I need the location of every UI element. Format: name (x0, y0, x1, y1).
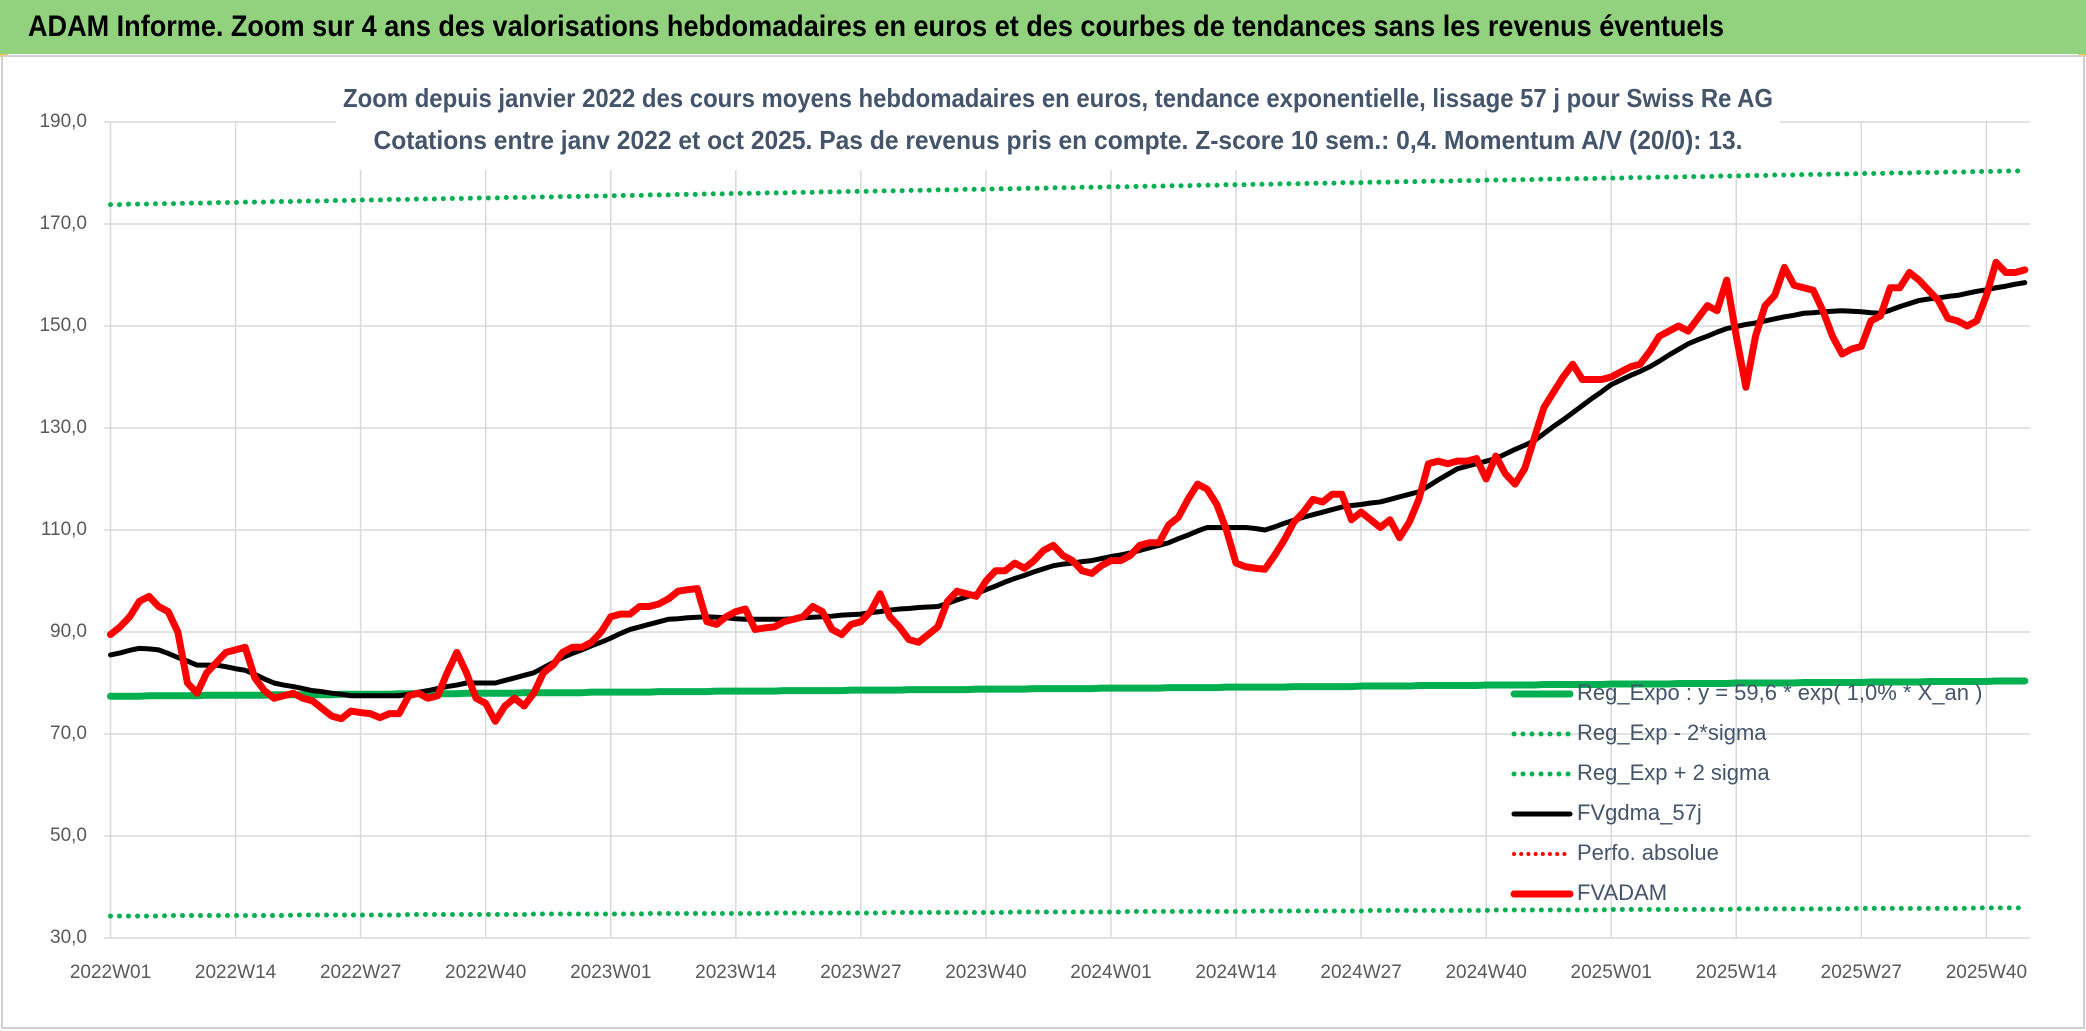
y-tick-label: 190,0 (39, 111, 87, 132)
chart-subtitle: Cotations entre janv 2022 et oct 2025. P… (374, 125, 1743, 155)
grid (104, 121, 2030, 939)
title-background (336, 80, 1780, 170)
x-tick-label: 2022W14 (195, 962, 277, 983)
title-box: Zoom depuis janvier 2022 des cours moyen… (336, 80, 1780, 170)
x-tick-label: 2025W40 (1946, 962, 2027, 983)
x-tick-label: 2023W01 (570, 962, 651, 983)
y-tick-label: 70,0 (50, 723, 87, 744)
legend-label: Reg_Exp - 2*sigma (1577, 720, 1767, 745)
chart-title: Zoom depuis janvier 2022 des cours moyen… (343, 83, 1773, 113)
y-tick-label: 90,0 (50, 621, 87, 642)
y-tick-label: 110,0 (41, 519, 87, 540)
y-tick-label: 30,0 (50, 927, 87, 948)
series-line (107, 677, 2029, 700)
x-tick-label: 2023W14 (695, 962, 777, 983)
x-tick-label: 2025W27 (1821, 962, 1902, 983)
plot-lines (107, 168, 2029, 919)
header-title: ADAM Informe. Zoom sur 4 ans des valoris… (28, 10, 1724, 43)
x-tick-label: 2025W14 (1696, 962, 1778, 983)
series-line (108, 280, 2028, 699)
y-tick-label: 170,0 (39, 213, 87, 234)
legend-label: FVgdma_57j (1577, 800, 1702, 825)
x-tick-label: 2022W01 (70, 962, 151, 983)
x-tick-label: 2024W40 (1445, 962, 1526, 983)
legend-label: Reg_Expo : y = 59,6 * exp( 1,0% * X_an ) (1577, 680, 1982, 705)
x-tick-label: 2023W27 (820, 962, 901, 983)
x-tick-label: 2025W01 (1571, 962, 1652, 983)
header-bar (0, 0, 2086, 54)
chart-frame (1, 55, 2085, 1029)
x-tick-label: 2022W27 (320, 962, 401, 983)
x-tick-label: 2024W27 (1320, 962, 1401, 983)
legend-label: Perfo. absolue (1577, 840, 1719, 865)
series-line (107, 258, 2029, 725)
x-tick-label: 2022W40 (445, 962, 526, 983)
y-tick-label: 50,0 (50, 825, 87, 846)
y-tick-label: 130,0 (39, 417, 87, 438)
y-tick-label: 150,0 (39, 315, 87, 336)
x-tick-label: 2024W14 (1195, 962, 1277, 983)
x-tick-label: 2023W40 (945, 962, 1026, 983)
legend-label: FVADAM (1577, 880, 1667, 905)
legend-label: Reg_Exp + 2 sigma (1577, 760, 1770, 785)
series-line (108, 905, 2028, 919)
axes: 30,0 50,0 70,0 90,0 110,0 130,0 150,0 170,0 190,… (39, 111, 2027, 983)
legend: Reg_Expo : y = 59,6 * exp( 1,0% * X_an )… (1510, 680, 1982, 905)
x-tick-label: 2024W01 (1070, 962, 1151, 983)
